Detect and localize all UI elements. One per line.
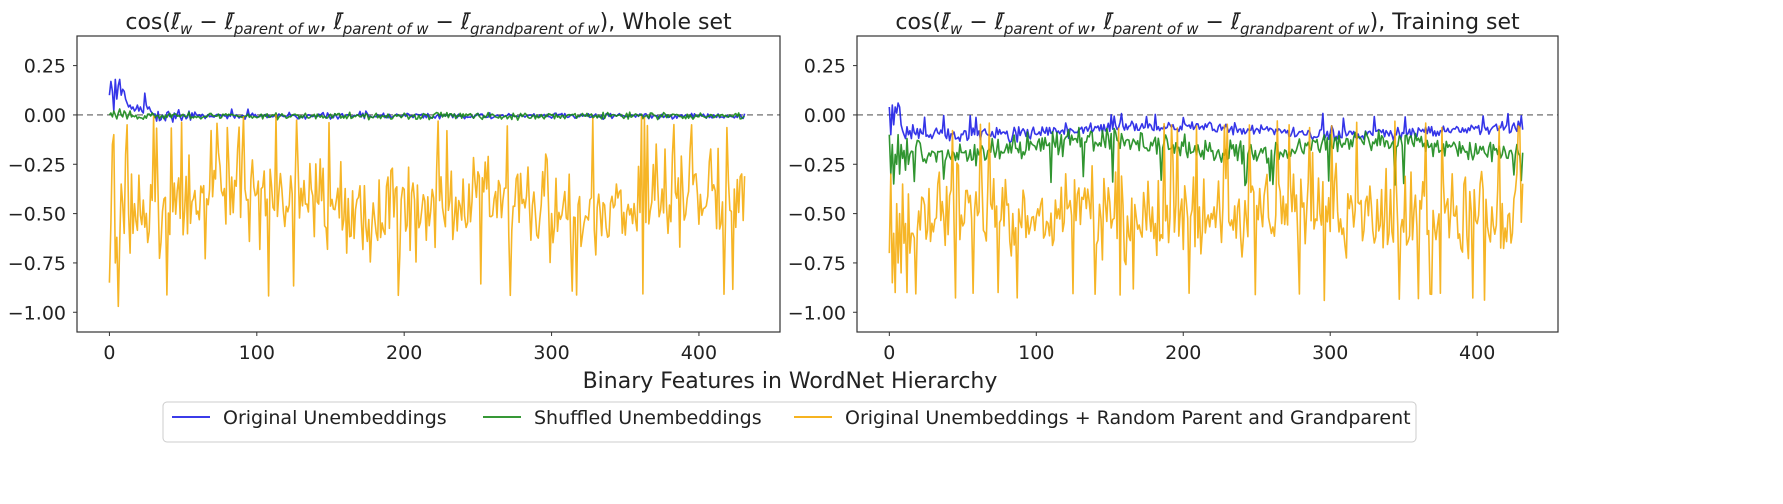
y-tick-label: −0.50 (8, 204, 66, 226)
x-axis-label: Binary Features in WordNet Hierarchy (583, 369, 998, 394)
y-tick-label: −0.25 (8, 154, 66, 176)
y-tick-label: 0.25 (24, 56, 66, 78)
series-line-2 (888, 126, 1524, 187)
series-line-1 (888, 102, 1524, 144)
legend-frame (162, 401, 1417, 443)
legend-label-3: Original Unembeddings + Random Parent an… (845, 407, 1411, 429)
x-tick-label: 400 (681, 342, 717, 364)
x-tick-label: 300 (533, 342, 569, 364)
y-tick-label: −0.25 (788, 154, 846, 176)
x-tick-label: 100 (239, 342, 275, 364)
legend-label-1: Original Unembeddings (223, 407, 447, 429)
y-tick-label: −0.75 (8, 253, 66, 275)
x-tick-label: 200 (1165, 342, 1201, 364)
x-tick-label: 0 (103, 342, 115, 364)
x-tick-label: 0 (883, 342, 895, 364)
plot-frame (856, 35, 1559, 333)
y-tick-label: 0.00 (804, 105, 846, 127)
y-tick-label: −1.00 (8, 302, 66, 324)
y-tick-label: −1.00 (788, 302, 846, 324)
y-tick-label: −0.50 (788, 204, 846, 226)
subplot-whole-set: cos(ℓ̄w − ℓ̄parent of w, ℓ̄parent of w −… (8, 10, 781, 364)
chart-title: cos(ℓ̄w − ℓ̄parent of w, ℓ̄parent of w −… (125, 10, 732, 38)
legend-label-2: Shuffled Unembeddings (534, 407, 762, 429)
x-tick-label: 100 (1018, 342, 1054, 364)
legend: Original Unembeddings Shuffled Unembeddin… (162, 401, 1417, 443)
subplot-training-set: cos(ℓ̄w − ℓ̄parent of w, ℓ̄parent of w −… (788, 10, 1559, 364)
plot-frame (76, 35, 781, 333)
series-line-3 (108, 114, 746, 308)
series-line-3 (888, 120, 1524, 302)
y-tick-label: −0.75 (788, 253, 846, 275)
x-tick-label: 200 (386, 342, 422, 364)
y-tick-label: 0.25 (804, 56, 846, 78)
x-tick-label: 300 (1312, 342, 1348, 364)
series-line-2 (108, 108, 745, 121)
x-tick-label: 400 (1459, 342, 1495, 364)
chart-title: cos(ℓ̄w − ℓ̄parent of w, ℓ̄parent of w −… (895, 10, 1520, 38)
y-tick-label: 0.00 (24, 105, 66, 127)
